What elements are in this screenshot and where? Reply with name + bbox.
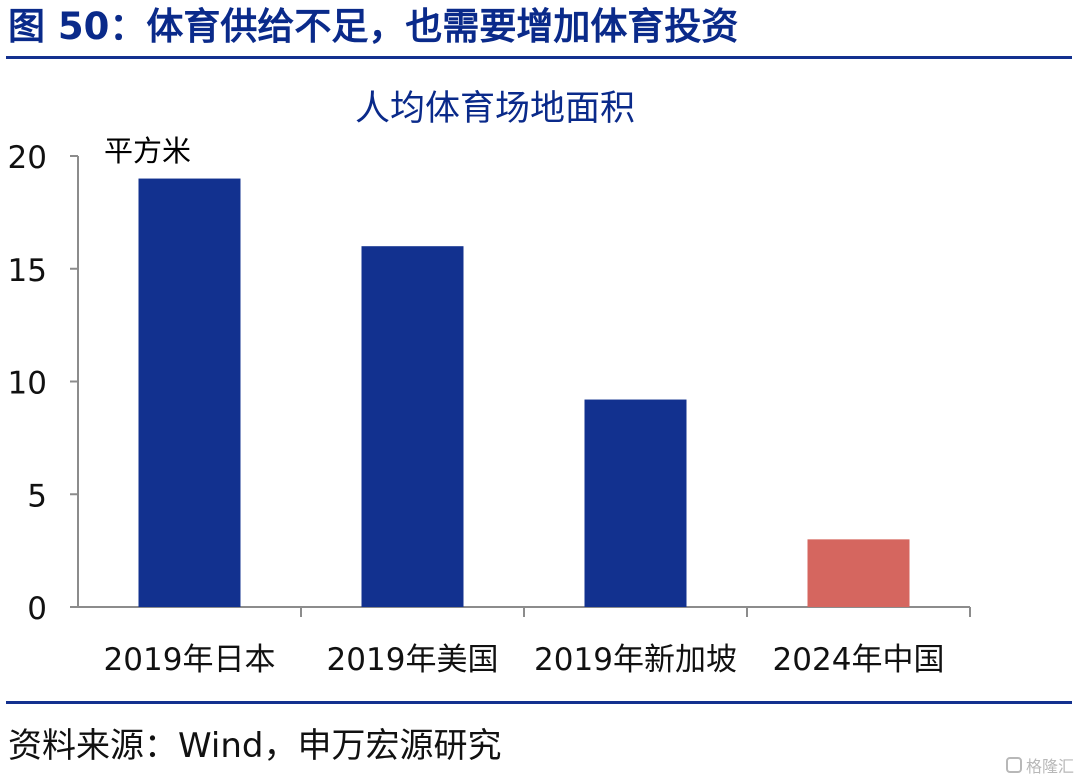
x-category-label: 2019年日本 (104, 642, 276, 678)
y-tick-label: 15 (8, 253, 47, 289)
y-tick-label: 0 (27, 591, 47, 627)
x-category-label: 2019年新加坡 (534, 642, 737, 678)
source-note: 资料来源：Wind，申万宏源研究 (8, 726, 502, 766)
bar-chart: 人均体育场地面积 平方米 0 5 10 15 20 2019年日本 2019年美国 2019年… (8, 89, 971, 678)
bar-1 (138, 178, 241, 608)
watermark: 格隆汇 (1005, 753, 1074, 777)
x-category-label: 2019年美国 (327, 642, 499, 678)
chart-title: 人均体育场地面积 (355, 89, 635, 129)
bar-4 (807, 539, 910, 607)
watermark-text: 格隆汇 (1025, 757, 1074, 776)
figure-title: 图 50：体育供给不足，也需要增加体育投资 (8, 5, 739, 48)
bar-3 (584, 399, 687, 607)
y-tick-label: 5 (27, 478, 47, 514)
x-category-label: 2024年中国 (773, 642, 945, 678)
bar-2 (361, 246, 464, 607)
watermark-logo-icon (1005, 757, 1022, 773)
title-rule (6, 56, 1072, 59)
plot-area: 0 5 10 15 20 2019年日本 2019年美国 2019年新加坡 2024年中国 (8, 140, 971, 678)
y-axis-unit-label: 平方米 (104, 134, 191, 168)
source-rule (6, 701, 1072, 704)
y-tick-label: 20 (8, 140, 47, 176)
y-tick-label: 10 (8, 366, 47, 402)
